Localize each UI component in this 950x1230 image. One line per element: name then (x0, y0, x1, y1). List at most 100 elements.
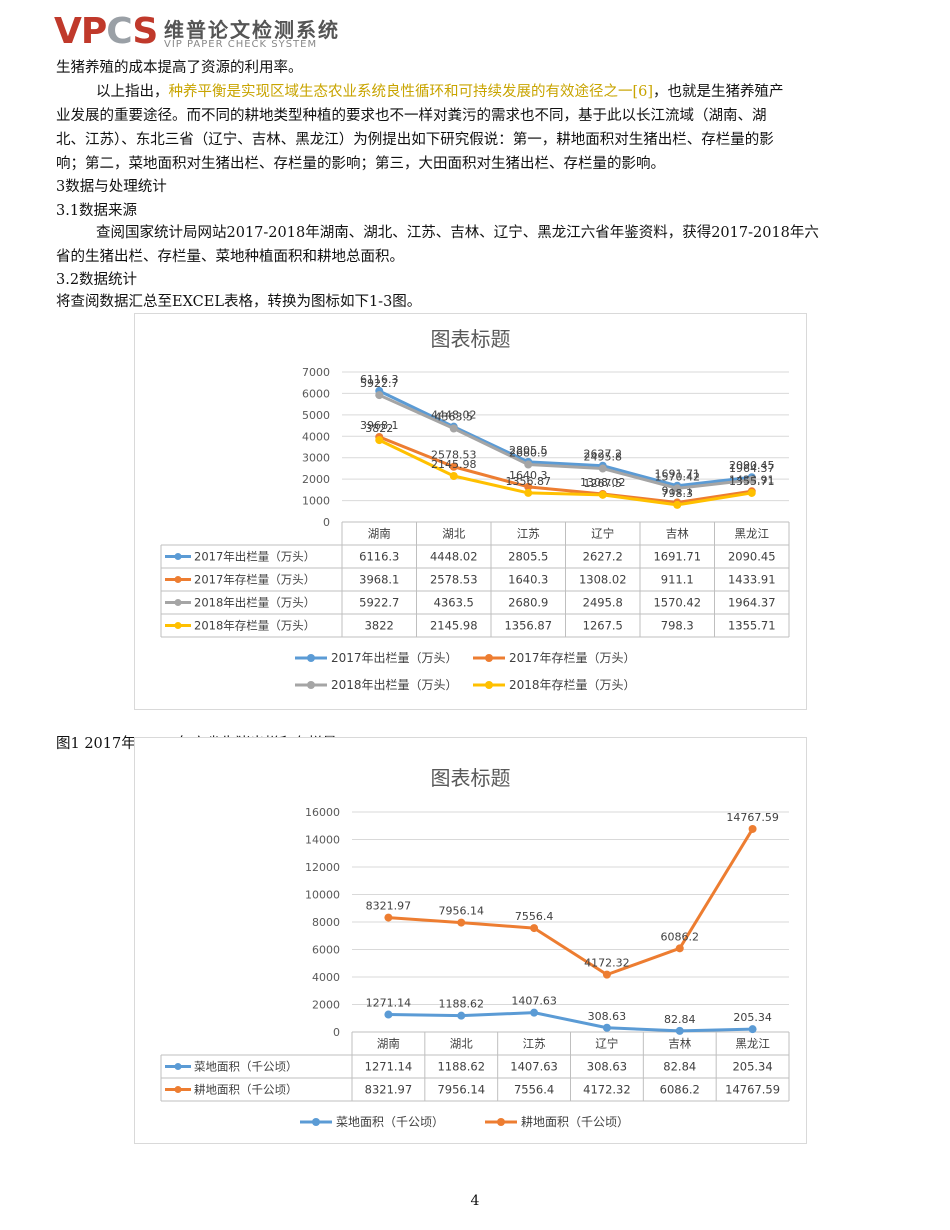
series-line (388, 828, 754, 977)
data-label: 205.34 (733, 1011, 772, 1024)
data-label: 798.3 (662, 487, 694, 500)
table-cell: 2680.9 (508, 596, 548, 610)
legend-marker (497, 1118, 505, 1126)
page-number: 4 (470, 1193, 480, 1209)
data-point (675, 1026, 684, 1035)
data-label: 4172.32 (584, 957, 630, 970)
category-label: 湖南 (368, 527, 391, 541)
data-label: 1188.62 (439, 998, 485, 1011)
category-label: 吉林 (666, 527, 689, 541)
table-cell: 308.63 (587, 1060, 627, 1074)
data-point (384, 913, 393, 922)
paragraph-2-line-3: 北、江苏）、东北三省（辽宁、吉林、黑龙江）为例提出如下研究假说：第一，耕地面积对… (56, 132, 774, 148)
data-point (530, 924, 539, 933)
chart-2-svg: 图表标题 0 2000 4000 6000 8000 10000 12000 14000 1600… (160, 766, 790, 1129)
data-point (598, 464, 607, 473)
y-tick-label: 0 (333, 1026, 340, 1039)
data-label: 1356.87 (506, 475, 552, 488)
chart-1: 图表标题 0 1000 2000 3000 4000 5000 6000 7000 湖南 湖北 江苏 辽… (134, 313, 807, 710)
category-label: 黑龙江 (735, 527, 770, 541)
table-legend-marker (174, 576, 182, 583)
table-cell: 82.84 (663, 1060, 696, 1074)
table-cell: 14767.59 (725, 1083, 780, 1097)
paragraph-2-line-4: 响；第二，菜地面积对生猪出栏、存栏量的影响；第三，大田面积对生猪出栏、存栏量的影… (56, 156, 665, 172)
table-cell: 798.3 (661, 619, 694, 633)
logo-mark: VPCS (54, 11, 158, 52)
table-cell: 3968.1 (359, 573, 399, 587)
category-label: 黑龙江 (735, 1037, 770, 1051)
y-tick-label: 6000 (302, 387, 330, 400)
data-label: 2805.5 (509, 444, 548, 457)
table-cell: 4363.5 (434, 596, 474, 610)
data-label: 2495.8 (584, 451, 623, 464)
table-cell: 2145.98 (430, 619, 478, 633)
table-cell: 4172.32 (583, 1083, 631, 1097)
data-label: 8321.97 (366, 900, 412, 913)
table-cell: 2805.5 (508, 550, 548, 564)
data-label: 1308.02 (580, 476, 626, 489)
legend-label: 耕地面积（千公顷） (521, 1114, 629, 1129)
table-cell: 5922.7 (359, 596, 399, 610)
y-tick-label: 3000 (302, 452, 330, 465)
data-point (675, 944, 684, 953)
category-label: 辽宁 (595, 1037, 618, 1051)
table-cell: 3822 (365, 619, 394, 633)
table-cell: 1267.5 (583, 619, 623, 633)
data-label: 6116.3 (360, 373, 399, 386)
table-cell: 1407.63 (510, 1060, 558, 1074)
data-point (449, 462, 458, 471)
table-cell: 2627.2 (583, 550, 623, 564)
y-tick-label: 8000 (312, 916, 340, 929)
data-label: 1271.14 (366, 997, 412, 1010)
table-cell: 1433.91 (728, 573, 776, 587)
data-point (598, 490, 607, 499)
series-name: 耕地面积（千公顷） (194, 1083, 298, 1097)
data-point (673, 484, 682, 493)
data-label: 82.84 (664, 1013, 696, 1026)
y-tick-label: 10000 (305, 889, 340, 902)
heading-3: 3数据与处理统计 (56, 179, 167, 195)
heading-3-2: 3.2数据统计 (56, 272, 138, 288)
table-cell: 1356.87 (504, 619, 552, 633)
data-label: 5922.7 (360, 377, 399, 390)
table-cell: 2495.8 (583, 596, 623, 610)
y-tick-label: 1000 (302, 495, 330, 508)
data-point (524, 488, 533, 497)
legend-label: 2017年出栏量（万头） (331, 650, 458, 665)
data-point (449, 424, 458, 433)
y-tick-label: 14000 (305, 834, 340, 847)
table-cell: 6116.3 (359, 550, 399, 564)
data-point (375, 436, 384, 445)
data-label: 2680.9 (509, 447, 548, 460)
series-line (378, 389, 752, 488)
paragraph-3-line-2: 省的生猪出栏、存栏量、菜地种植面积和耕地总面积。 (56, 249, 404, 265)
series-line (378, 438, 752, 507)
y-tick-label: 4000 (302, 430, 330, 443)
series-name: 菜地面积（千公顷） (194, 1060, 298, 1074)
data-label: 2578.53 (431, 449, 477, 462)
table-cell: 1640.3 (508, 573, 548, 587)
data-label: 4448.02 (431, 409, 477, 422)
data-label: 1964.37 (729, 462, 775, 475)
category-label: 湖北 (442, 527, 465, 541)
series-line (388, 1011, 753, 1033)
data-label: 1355.71 (729, 475, 775, 488)
data-point (375, 391, 384, 400)
data-label: 1267.5 (584, 477, 623, 490)
table-cell: 4448.02 (430, 550, 478, 564)
legend-marker (312, 1118, 320, 1126)
data-label: 7556.4 (515, 910, 554, 923)
y-tick-label: 12000 (305, 861, 340, 874)
y-tick-label: 4000 (312, 971, 340, 984)
data-point (748, 1025, 757, 1034)
chart-1-svg: 图表标题 0 1000 2000 3000 4000 5000 6000 7000 湖南 湖北 江苏 辽… (160, 327, 790, 692)
y-tick-label: 7000 (302, 366, 330, 379)
data-point (524, 460, 533, 469)
category-label: 湖北 (450, 1037, 473, 1051)
data-point (748, 824, 757, 833)
data-point (747, 488, 756, 497)
series-name: 2017年出栏量（万头） (194, 550, 315, 564)
series-line (378, 435, 752, 504)
data-label: 4363.5 (435, 410, 474, 423)
table-cell: 7556.4 (514, 1083, 554, 1097)
